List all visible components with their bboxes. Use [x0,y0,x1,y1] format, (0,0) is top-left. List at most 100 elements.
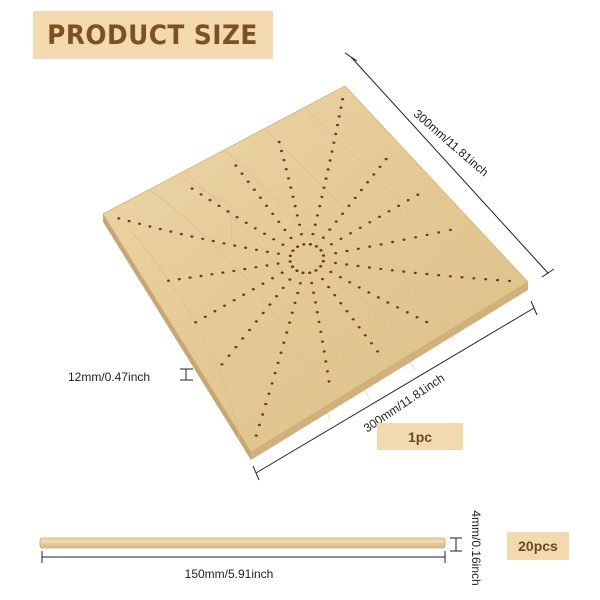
peg-hole [244,246,248,249]
product-size-title: PRODUCT SIZE [47,19,259,51]
peg-hole [402,270,406,273]
peg-hole [378,165,382,168]
peg-hole [324,177,328,180]
peg-hole [460,276,464,279]
peg-hole [321,277,324,281]
peg-hole [356,247,360,250]
peg-hole [321,259,325,263]
peg-hole [261,282,265,285]
peg-hole [265,204,268,207]
stick-thickness-label: 4mm/0.16inch [469,510,483,586]
pegboard-top-face [102,85,529,453]
peg-hole [254,266,258,269]
peg-hole [235,216,239,219]
peg-hole [290,311,294,314]
peg-hole [357,326,361,329]
peg-hole [210,273,214,276]
peg-hole [263,232,266,235]
peg-hole [288,321,292,324]
peg-hole [321,254,326,257]
peg-hole [322,350,326,353]
peg-hole [301,271,305,275]
peg-hole [363,334,367,337]
peg-hole [357,286,361,289]
peg-hole [384,157,388,161]
peg-hole [391,240,395,244]
peg-hole [254,320,258,323]
peg-hole [267,392,271,395]
peg-hole [296,291,300,295]
peg-hole [356,264,360,268]
peg-hole [413,271,417,275]
peg-hole [287,177,290,180]
peg-hole [177,278,181,281]
peg-hole [390,269,394,272]
peg-hole [321,340,324,343]
peg-hole [282,158,286,162]
peg-hole [345,249,349,253]
peg-hole [233,244,237,247]
peg-hole [318,204,322,208]
peg-hole [284,168,288,171]
peg-hole [252,188,256,191]
peg-hole [273,371,277,375]
peg-hole [314,269,318,272]
peg-hole [255,248,258,251]
peg-hole [336,123,339,127]
peg-hole [242,293,246,296]
peg-hole [282,341,286,344]
peg-hole [345,263,349,266]
peg-hole [341,212,345,215]
peg-hole [317,320,321,324]
peg-hole [223,304,226,307]
peg-hole [416,193,420,196]
peg-hole [368,245,372,248]
peg-hole [425,272,429,276]
product-size-banner: PRODUCT SIZE [33,11,273,59]
peg-hole [311,232,315,236]
peg-hole [234,345,238,349]
peg-hole [339,237,343,240]
peg-hole [220,363,224,366]
peg-hole [280,149,283,153]
peg-hole [314,245,318,248]
peg-hole [199,274,203,278]
peg-hole [367,291,371,294]
peg-hole [261,413,265,416]
peg-hole [234,164,238,167]
peg-hole [270,382,274,385]
peg-holes [117,98,511,437]
peg-hole [312,291,316,294]
peg-hole [248,328,252,332]
peg-hole [265,250,269,253]
peg-hole [188,276,192,279]
peg-hole [338,276,342,279]
peg-hole [276,361,280,365]
peg-hole [222,242,226,245]
peg-hole [348,281,352,284]
peg-hole [437,274,441,277]
board-thickness-label: 12mm/0.47inch [68,370,151,384]
board-left-edge [103,214,251,460]
peg-hole [288,260,292,263]
peg-hole [167,279,170,282]
peg-hole [329,243,333,246]
peg-hole [254,434,258,437]
peg-hole [405,311,409,314]
peg-hole [372,173,376,176]
peg-hole [289,186,293,189]
peg-hole [190,187,194,190]
peg-hole [246,180,250,183]
peg-hole [359,188,363,192]
peg-hole [386,301,390,304]
peg-hole [298,223,301,226]
peg-hole [253,227,257,230]
peg-hole [288,278,292,281]
peg-hole [448,228,452,232]
peg-hole [291,195,295,198]
peg-hole [271,212,275,215]
peg-hole [322,186,326,189]
dimension-lines [41,52,555,563]
peg-hole [484,278,488,281]
peg-hole [472,277,476,280]
